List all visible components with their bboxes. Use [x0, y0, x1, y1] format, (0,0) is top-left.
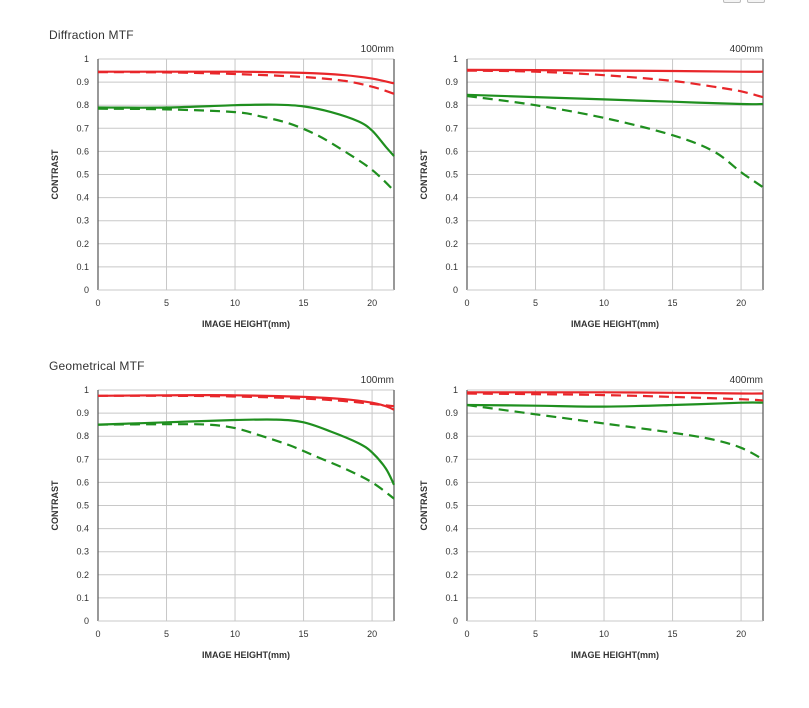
y-tick-label: 0.9 — [76, 408, 89, 418]
series-red-solid — [466, 68, 764, 73]
geometrical-mtf-title: Geometrical MTF — [49, 359, 145, 373]
y-tick-label: 0.3 — [445, 547, 458, 557]
y-tick-label: 0.4 — [445, 524, 458, 534]
x-tick-label: 15 — [299, 629, 309, 639]
x-tick-label: 10 — [230, 629, 240, 639]
x-tick-label: 5 — [533, 298, 538, 308]
y-tick-label: 0.5 — [76, 170, 89, 180]
series-red-solid — [466, 391, 764, 395]
x-tick-label: 15 — [668, 298, 678, 308]
y-tick-label: 0.8 — [445, 100, 458, 110]
chart-title: 400mm — [730, 375, 763, 386]
series-green-solid — [466, 401, 764, 408]
close-icon[interactable] — [747, 0, 765, 3]
y-tick-label: 0.3 — [445, 216, 458, 226]
x-tick-label: 0 — [464, 629, 469, 639]
series-red-dashed — [97, 394, 395, 408]
x-axis-label: IMAGE HEIGHT(mm) — [571, 650, 659, 660]
series-red-dashed — [466, 392, 764, 402]
y-axis-label: CONTRAST — [50, 149, 60, 199]
y-tick-label: 0.7 — [445, 123, 458, 133]
x-tick-label: 20 — [736, 298, 746, 308]
y-tick-label: 1 — [453, 54, 458, 64]
y-tick-label: 0.1 — [76, 262, 89, 272]
series-red-dashed — [466, 69, 764, 99]
x-tick-label: 20 — [367, 629, 377, 639]
x-tick-label: 0 — [95, 629, 100, 639]
y-tick-label: 1 — [84, 385, 89, 395]
y-tick-label: 0.6 — [76, 146, 89, 156]
y-tick-label: 0.4 — [76, 193, 89, 203]
series-red-dashed — [97, 71, 395, 95]
y-tick-label: 0.8 — [445, 431, 458, 441]
y-tick-label: 0 — [84, 616, 89, 626]
y-tick-label: 0.5 — [445, 170, 458, 180]
y-tick-label: 0.1 — [445, 593, 458, 603]
y-tick-label: 0.7 — [445, 454, 458, 464]
y-axis-label: CONTRAST — [419, 149, 429, 199]
x-tick-label: 15 — [668, 629, 678, 639]
series-green-dashed — [97, 107, 395, 192]
y-tick-label: 0 — [453, 285, 458, 295]
y-tick-label: 0.7 — [76, 454, 89, 464]
x-tick-label: 20 — [367, 298, 377, 308]
y-tick-label: 0 — [453, 616, 458, 626]
x-tick-label: 5 — [533, 629, 538, 639]
y-tick-label: 0.2 — [445, 239, 458, 249]
series-green-dashed — [466, 94, 764, 189]
y-tick-label: 0.5 — [445, 501, 458, 511]
y-tick-label: 0.2 — [76, 239, 89, 249]
series-green-solid — [97, 418, 395, 486]
y-tick-label: 0.8 — [76, 431, 89, 441]
y-tick-label: 0.2 — [76, 570, 89, 580]
y-tick-label: 0.6 — [76, 477, 89, 487]
x-tick-label: 10 — [230, 298, 240, 308]
x-tick-label: 15 — [299, 298, 309, 308]
y-axis-label: CONTRAST — [50, 480, 60, 530]
y-tick-label: 0.5 — [76, 501, 89, 511]
series-green-dashed — [97, 423, 395, 500]
y-tick-label: 0.4 — [76, 524, 89, 534]
x-axis-label: IMAGE HEIGHT(mm) — [202, 650, 290, 660]
toolbar-icons — [723, 0, 765, 3]
chart-title: 100mm — [361, 375, 394, 386]
x-tick-label: 0 — [464, 298, 469, 308]
x-axis-label: IMAGE HEIGHT(mm) — [571, 319, 659, 329]
y-tick-label: 0.9 — [445, 77, 458, 87]
x-tick-label: 10 — [599, 629, 609, 639]
y-tick-label: 0.2 — [445, 570, 458, 580]
x-tick-label: 5 — [164, 298, 169, 308]
y-tick-label: 0.9 — [445, 408, 458, 418]
expand-icon[interactable] — [723, 0, 741, 3]
y-tick-label: 0.3 — [76, 216, 89, 226]
x-axis-label: IMAGE HEIGHT(mm) — [202, 319, 290, 329]
y-axis-label: CONTRAST — [419, 480, 429, 530]
y-tick-label: 0.1 — [76, 593, 89, 603]
y-tick-label: 1 — [453, 385, 458, 395]
y-tick-label: 0 — [84, 285, 89, 295]
chart-title: 400mm — [730, 44, 763, 55]
y-tick-label: 0.3 — [76, 547, 89, 557]
y-tick-label: 0.4 — [445, 193, 458, 203]
series-green-solid — [466, 93, 764, 106]
x-tick-label: 20 — [736, 629, 746, 639]
y-tick-label: 0.6 — [445, 477, 458, 487]
x-tick-label: 5 — [164, 629, 169, 639]
diffraction-mtf-title: Diffraction MTF — [49, 28, 134, 42]
y-tick-label: 1 — [84, 54, 89, 64]
y-tick-label: 0.1 — [445, 262, 458, 272]
series-green-dashed — [466, 403, 764, 461]
y-tick-label: 0.9 — [76, 77, 89, 87]
chart-title: 100mm — [361, 44, 394, 55]
y-tick-label: 0.7 — [76, 123, 89, 133]
x-tick-label: 0 — [95, 298, 100, 308]
x-tick-label: 10 — [599, 298, 609, 308]
y-tick-label: 0.6 — [445, 146, 458, 156]
y-tick-label: 0.8 — [76, 100, 89, 110]
series-green-solid — [97, 103, 395, 157]
